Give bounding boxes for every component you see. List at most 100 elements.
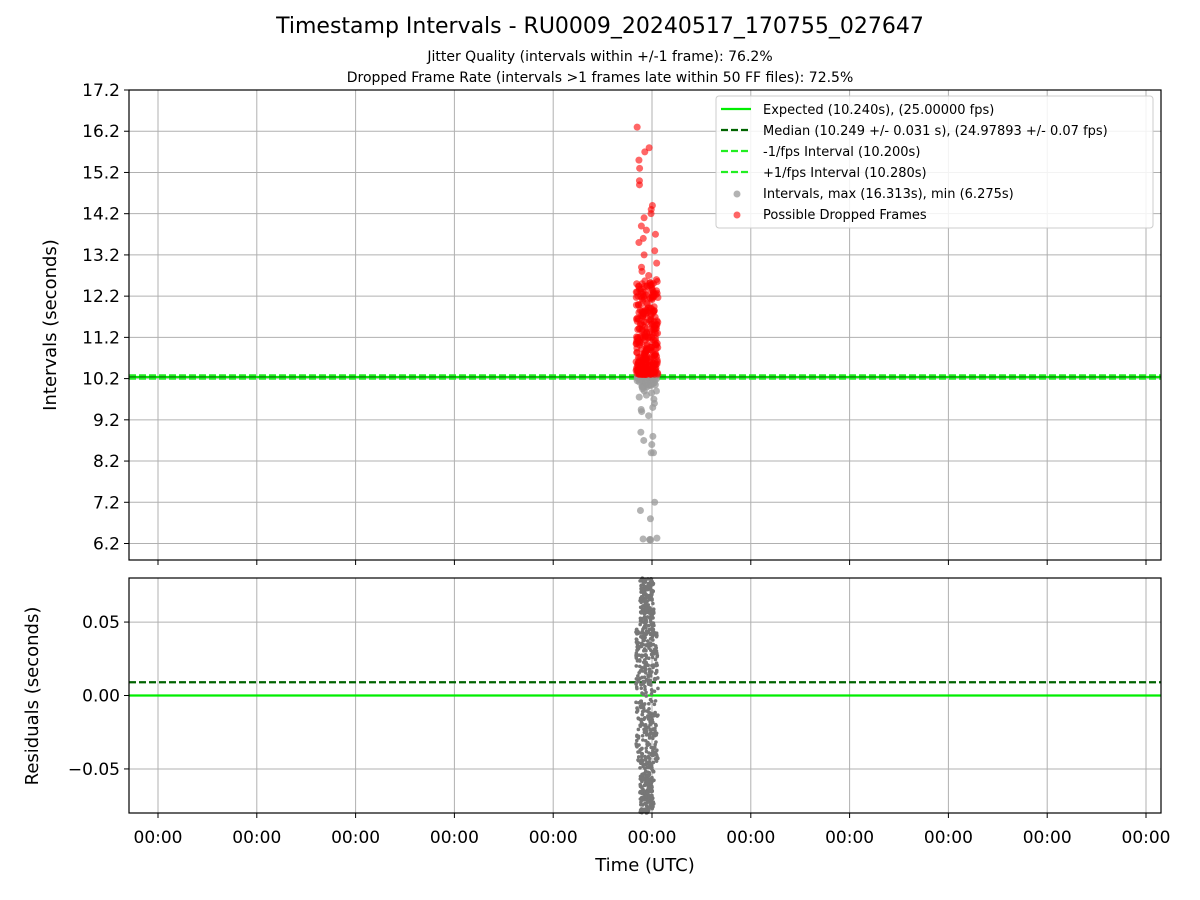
residual-point: [648, 799, 653, 804]
dropped-frame-point: [636, 339, 644, 347]
residual-point: [634, 651, 639, 655]
residual-point: [650, 789, 654, 793]
residual-point: [637, 700, 641, 705]
dropped-frame-point: [635, 301, 643, 309]
residual-point: [650, 628, 655, 633]
dropped-frame-point: [642, 226, 650, 234]
dropped-frame-point: [647, 210, 655, 218]
x-tick-label: 00:00: [232, 828, 281, 848]
top-plot-frame: [128, 89, 1162, 561]
top-y-tick-label: 15.2: [82, 163, 120, 183]
bottom-y-tick-label: 0.00: [82, 687, 120, 707]
residual-point: [642, 632, 647, 637]
interval-point: [637, 406, 645, 414]
legend-box: [715, 95, 1154, 229]
residual-point: [644, 643, 649, 648]
residual-point: [644, 653, 649, 658]
legend-label-plus-fps: +1/fps Interval (10.280s): [763, 166, 927, 181]
legend-label-expected: Expected (10.240s), (25.00000 fps): [763, 103, 994, 118]
dropped-frame-point: [635, 181, 643, 189]
residual-point: [639, 751, 644, 756]
residual-point: [650, 731, 655, 736]
residual-point: [646, 808, 651, 813]
dropped-frame-point: [641, 308, 649, 316]
residual-point: [646, 701, 651, 706]
residual-point: [642, 638, 647, 643]
residual-point: [639, 789, 644, 794]
residual-point: [636, 758, 640, 762]
dropped-frame-point: [648, 352, 656, 360]
residual-point: [644, 619, 649, 624]
residual-point: [649, 745, 653, 750]
residual-point: [650, 632, 655, 636]
residual-point: [649, 728, 653, 733]
dropped-frame-point: [640, 295, 648, 303]
residual-point: [642, 807, 646, 812]
residual-point: [651, 642, 656, 647]
dropped-frame-point: [651, 247, 659, 255]
top-y-tick-label: 11.2: [82, 328, 120, 348]
residual-point: [653, 726, 657, 731]
residual-point: [644, 667, 648, 672]
x-tick-label: 00:00: [726, 828, 775, 848]
residual-point: [652, 702, 657, 707]
residual-point: [646, 715, 651, 720]
residual-point: [645, 774, 650, 778]
residual-point: [652, 778, 656, 783]
residual-point: [646, 593, 651, 598]
residual-point: [646, 786, 651, 790]
residual-point: [648, 672, 652, 676]
dropped-frame-point: [645, 316, 653, 324]
residual-point: [646, 663, 650, 668]
residual-point: [647, 606, 652, 610]
x-axis-label: Time (UTC): [594, 855, 695, 876]
residual-point: [646, 623, 651, 628]
residual-point: [650, 806, 655, 811]
residual-point: [643, 723, 648, 727]
interval-point: [647, 536, 655, 544]
residual-point: [647, 789, 652, 794]
legend-key-intervals: [733, 190, 741, 198]
x-tick-label: 00:00: [924, 828, 973, 848]
legend-label-intervals: Intervals, max (16.313s), min (6.275s): [763, 187, 1014, 202]
residual-point: [641, 692, 646, 697]
residual-point: [647, 770, 652, 775]
residual-point: [646, 603, 651, 607]
residual-point: [640, 712, 644, 717]
top-scatter-points: [632, 123, 662, 544]
dropped-frame-point: [651, 290, 659, 298]
residual-point: [642, 675, 647, 679]
residual-point: [639, 807, 644, 812]
residual-point: [642, 625, 647, 629]
residual-point: [655, 748, 659, 753]
residual-point: [636, 716, 641, 720]
residual-point: [639, 686, 644, 691]
x-tick-label: 00:00: [825, 828, 874, 848]
top-y-tick-label: 10.2: [82, 370, 120, 390]
x-tick-label: 00:00: [430, 828, 479, 848]
dropped-frame-point: [644, 369, 652, 377]
residual-point: [649, 718, 654, 722]
residual-point: [634, 700, 638, 705]
residual-point: [643, 769, 648, 774]
residual-point: [656, 686, 660, 691]
residual-point: [640, 721, 645, 726]
residual-point: [654, 668, 659, 673]
dropped-frame-point: [633, 123, 641, 131]
interval-point: [649, 432, 657, 440]
residual-point: [635, 686, 639, 691]
residual-point: [647, 793, 651, 797]
dropped-frame-point: [636, 353, 644, 361]
residual-point: [634, 677, 639, 681]
residual-point: [650, 689, 654, 693]
top-y-tick-label: 13.2: [82, 246, 120, 266]
residual-point: [636, 640, 641, 645]
residual-point: [649, 648, 653, 653]
residual-point: [651, 616, 655, 620]
interval-point: [635, 393, 643, 401]
dropped-frame-point: [636, 164, 644, 172]
residual-point: [647, 597, 652, 602]
residual-point: [644, 765, 649, 770]
dropped-frame-point: [653, 259, 661, 267]
